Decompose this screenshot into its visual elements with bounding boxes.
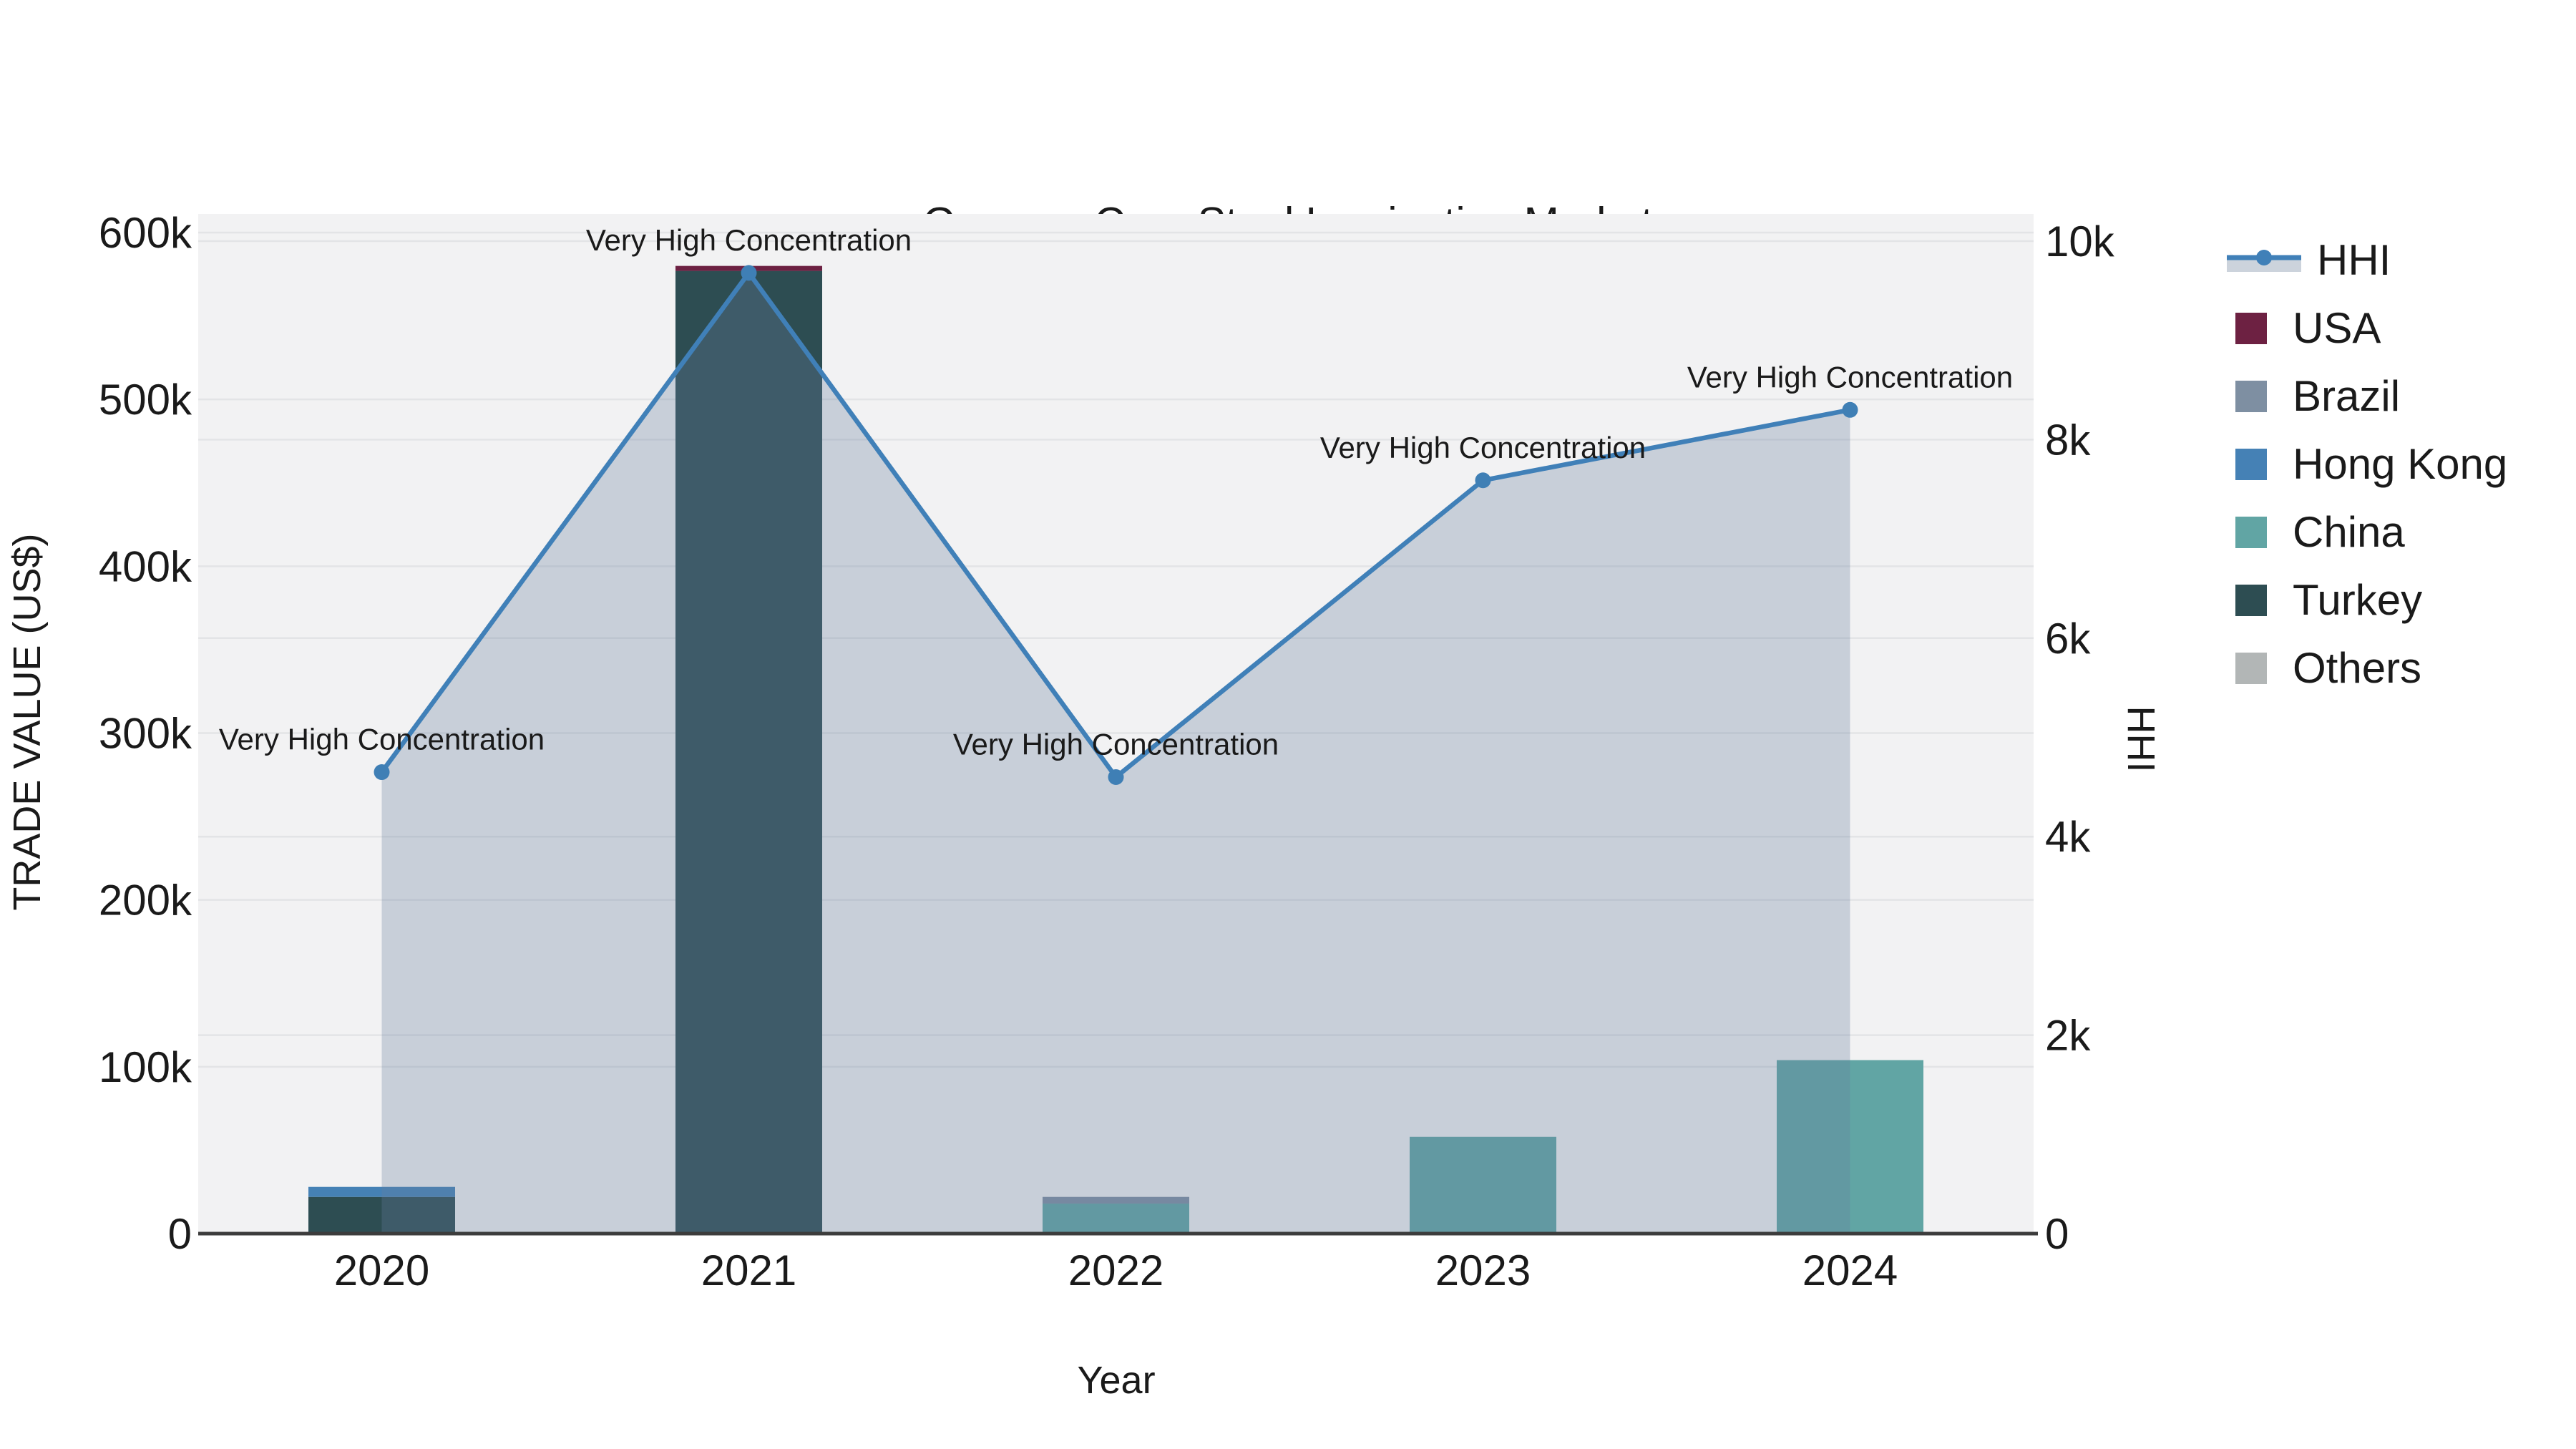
legend-label: HHI [2317, 236, 2391, 284]
legend-item-china[interactable]: China [2227, 498, 2507, 566]
legend-item-usa[interactable]: USA [2227, 294, 2507, 362]
hhi-line-icon [2227, 249, 2301, 272]
usa-swatch-icon [2235, 312, 2267, 344]
y-right-tick-label: 4k [2045, 813, 2091, 861]
legend-label: USA [2293, 304, 2381, 352]
hhi-marker-2020 [374, 764, 390, 781]
annotation-2023: Very High Concentration [1320, 431, 1646, 464]
bar-segment-turkey-2021 [675, 270, 822, 1234]
legend-label: Hong Kong [2293, 440, 2508, 488]
legend: HHI USA Brazil Hong Kong China Turkey Others [2227, 226, 2507, 702]
legend-label: Brazil [2293, 372, 2401, 420]
turkey-swatch-icon [2235, 584, 2267, 616]
hhi-marker-2022 [1108, 769, 1124, 785]
bar-segment-china-2023 [1410, 1136, 1556, 1234]
x-axis-title: Year [1077, 1359, 1156, 1402]
china-swatch-icon [2235, 516, 2267, 548]
legend-label: Turkey [2293, 576, 2423, 624]
y-right-tick-label: 8k [2045, 416, 2091, 464]
hhi-marker-2023 [1475, 472, 1491, 489]
legend-label: Others [2293, 644, 2422, 692]
y-right-tick-label: 10k [2045, 218, 2115, 265]
y-left-tick-label: 600k [99, 209, 192, 257]
y-right-tick-label: 2k [2045, 1012, 2091, 1060]
annotation-2024: Very High Concentration [1687, 360, 2013, 394]
y-axis-title-right: HHI [2119, 706, 2162, 773]
bar-segment-hong-kong-2020 [308, 1186, 455, 1197]
x-tick-label: 2021 [701, 1246, 796, 1294]
legend-item-hong-kong[interactable]: Hong Kong [2227, 430, 2507, 498]
y-right-tick-label: 6k [2045, 615, 2091, 663]
legend-label: China [2293, 508, 2405, 556]
legend-item-hhi[interactable]: HHI [2227, 226, 2507, 294]
hhi-area-fill [381, 273, 1850, 1234]
y-left-tick-label: 200k [99, 877, 192, 924]
bar-segment-china-2024 [1777, 1060, 1923, 1234]
y-left-tick-label: 0 [168, 1210, 192, 1258]
y-right-tick-label: 0 [2045, 1210, 2069, 1258]
bar-segment-turkey-2020 [308, 1196, 455, 1234]
annotation-2020: Very High Concentration [219, 723, 545, 756]
others-swatch-icon [2235, 652, 2267, 684]
brazil-swatch-icon [2235, 380, 2267, 412]
bar-segment-brazil-2022 [1043, 1196, 1189, 1204]
legend-item-brazil[interactable]: Brazil [2227, 362, 2507, 430]
legend-item-turkey[interactable]: Turkey [2227, 566, 2507, 634]
plot-background [198, 214, 2034, 1234]
x-tick-label: 2023 [1435, 1246, 1531, 1294]
y-left-tick-label: 400k [99, 542, 192, 590]
legend-item-others[interactable]: Others [2227, 634, 2507, 702]
hong-kong-swatch-icon [2235, 448, 2267, 480]
annotation-2021: Very High Concentration [586, 223, 912, 257]
x-tick-label: 2024 [1802, 1246, 1898, 1294]
y-left-tick-label: 500k [99, 376, 192, 424]
hhi-marker-2024 [1842, 401, 1858, 418]
bar-segment-china-2022 [1043, 1204, 1189, 1234]
y-left-tick-label: 100k [99, 1043, 192, 1091]
y-axis-title-left: TRADE VALUE (US$) [6, 533, 49, 911]
annotation-2022: Very High Concentration [953, 728, 1279, 761]
x-tick-label: 2020 [334, 1246, 429, 1294]
x-tick-label: 2022 [1068, 1246, 1163, 1294]
hhi-marker-2021 [741, 265, 757, 281]
y-left-tick-label: 300k [99, 710, 192, 758]
